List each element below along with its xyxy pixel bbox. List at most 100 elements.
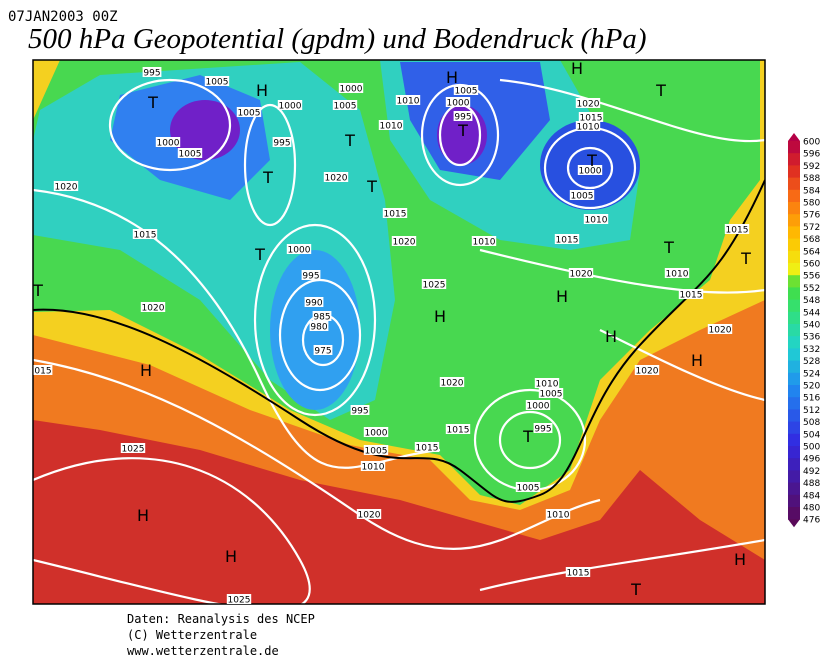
colorbar-box [788,189,800,203]
isobar-label: 1005 [334,102,357,112]
isobar-label-bg [569,190,595,200]
pressure-center: H [434,307,446,326]
pressure-center: T [147,93,158,112]
isobar-label: 015 [34,367,51,377]
isobar-label-bg [395,95,421,105]
colorbar-box [788,482,800,496]
colorbar-label: 532 [803,345,820,355]
isobar-label-bg [534,378,560,388]
pressure-center: H [256,81,268,100]
isobar-label: 1005 [540,390,563,400]
colorbar-box [788,360,800,374]
isobar-label: 1010 [585,216,608,226]
isobar-label: 1020 [709,326,732,336]
colorbar-label: 552 [803,284,820,294]
isobar-label: 1015 [134,231,157,241]
pressure-center: H [225,547,237,566]
pressure-center: H [446,68,458,87]
isobar-label: 1010 [577,123,600,133]
colorbar-label: 548 [803,296,820,306]
isobar-label-bg [301,270,321,280]
colorbar-label: 600 [803,138,820,148]
isobar-label-bg [577,165,603,175]
pressure-center: T [344,131,355,150]
isobar-label: 1010 [397,97,420,107]
isobar-label: 985 [313,313,330,323]
isobar-label-bg [575,121,601,131]
isobar-label-bg [312,311,332,321]
isobar-label: 1015 [567,569,590,579]
isobar-label: 1015 [556,236,579,246]
isobar-label-bg [578,112,604,122]
isobar-label: 1000 [157,139,180,149]
isobar-label: 1005 [206,78,229,88]
isobar-label: 995 [454,113,471,123]
pressure-center: H [137,506,149,525]
isobar-label: 1015 [726,226,749,236]
isobar-label: 990 [305,299,322,309]
isobar-label: 1025 [122,445,145,455]
colorbar-label: 564 [803,247,820,257]
isobar-label-bg [350,405,370,415]
isobar-label: 1020 [358,511,381,521]
isobar-label-bg [313,345,333,355]
isobar-label: 1020 [570,270,593,280]
isobar-label-bg [309,321,329,331]
colorbar-label: 476 [803,516,820,526]
colorbar-label: 480 [803,504,820,514]
isobar-label-bg [332,100,358,110]
isobar-label-bg [132,229,158,239]
colorbar-label: 492 [803,467,820,477]
isobar-label-bg [678,289,704,299]
isobar-label: 1005 [365,447,388,457]
isobar-label: 1000 [579,167,602,177]
pressure-center: H [556,287,568,306]
isobar-label: 1015 [384,210,407,220]
colorbar-box [788,177,800,191]
colorbar-label: 596 [803,150,820,160]
isobar-label: 1005 [517,484,540,494]
colorbar: 600 596 592 588 584 580 576 572 568 564 560 556 552 5… [788,133,820,528]
isobar-label: 1010 [666,270,689,280]
isobar-label-bg [568,268,594,278]
isobar-label: 1005 [179,150,202,160]
isobar-label-bg [575,98,601,108]
isobar-label-bg [445,97,471,107]
isobar-label-bg [277,100,303,110]
isobar-label-bg [53,181,79,191]
colorbar-box [788,202,800,215]
colorbar-box [788,372,800,386]
colorbar-box [788,226,800,240]
isobar-label-bg [323,172,349,182]
isobar-label: 1020 [55,183,78,193]
colorbar-box [788,250,800,264]
isobar-label-bg [140,302,166,312]
colorbar-label: 592 [803,162,820,172]
colorbar-box [788,141,800,154]
isobar-label-bg [378,120,404,130]
isobar-label-bg [363,427,389,437]
isobar-label-bg [142,67,162,77]
timestamp: 07JAN2003 00Z [8,9,118,25]
isobar-label: 1010 [473,238,496,248]
colorbar-label: 556 [803,272,820,282]
isobar-label-bg [414,442,440,452]
isobar-label: 1025 [228,596,251,606]
isobar-label: 1020 [441,379,464,389]
colorbar-box [788,165,800,179]
isobar-label: 995 [143,69,160,79]
colorbar-label: 516 [803,394,820,404]
isobar-label-bg [204,76,230,86]
colorbar-box [788,311,800,325]
isobar-label-bg [471,236,497,246]
pressure-center: H [734,550,746,569]
isobar-label: 1005 [455,87,478,97]
isobar-label: 1000 [447,99,470,109]
isobar-label: 1000 [527,402,550,412]
colorbar-box [788,494,800,508]
isobar-label-bg [565,567,591,577]
isobar-label: 1000 [288,246,311,256]
isobar-label-bg [360,461,386,471]
isobar-label-bg [177,148,203,158]
